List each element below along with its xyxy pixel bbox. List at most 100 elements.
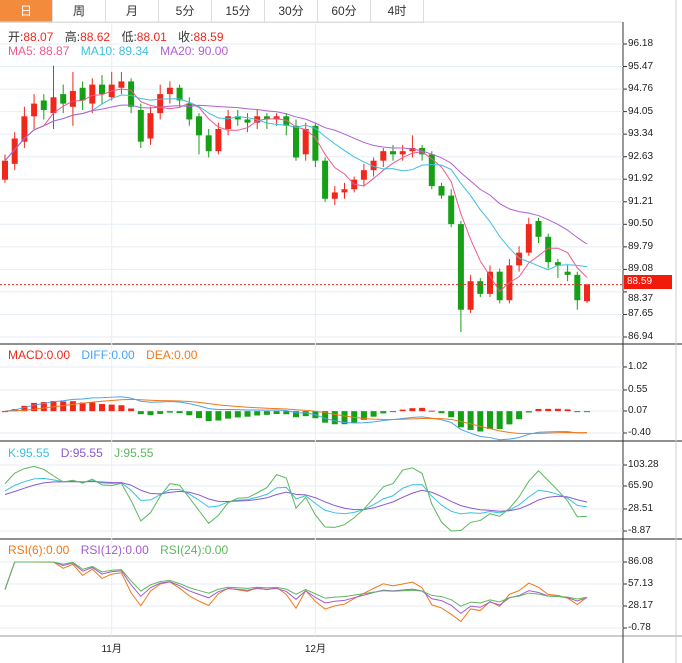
candle-up <box>11 138 18 164</box>
macd-bar <box>225 411 232 419</box>
candle-up <box>118 81 125 88</box>
macd-bar <box>467 411 474 430</box>
axis-tick: 1.02 <box>628 361 648 372</box>
candle-down <box>554 262 561 266</box>
tab-2[interactable]: 月 <box>106 0 159 22</box>
tab-1[interactable]: 周 <box>53 0 106 22</box>
candle-up <box>584 284 590 302</box>
dea-line <box>4 398 588 435</box>
candle-up <box>157 94 164 114</box>
rsi24-value: RSI(24):0.00 <box>160 543 229 557</box>
ma-legend: MA5: 88.87 MA10: 89.34 MA20: 90.00 <box>8 44 236 58</box>
tab-6[interactable]: 60分 <box>318 0 371 22</box>
candle-down <box>244 119 251 123</box>
candle-down <box>60 94 67 104</box>
macd-bar <box>545 408 552 412</box>
axis-tick: 95.47 <box>628 60 654 72</box>
axis-tick: 93.34 <box>628 128 654 140</box>
axis-tick: 90.50 <box>628 218 654 230</box>
candle-down <box>137 109 144 142</box>
macd-bar <box>360 411 367 420</box>
axis-tick: 57.13 <box>628 578 654 589</box>
candle-up <box>370 160 377 171</box>
macd-bar <box>341 411 348 425</box>
candle-up <box>409 148 416 152</box>
candle-down <box>312 125 319 161</box>
ohlc-legend: 开:88.07 高:88.62 低:88.01 收:88.59 <box>8 28 232 45</box>
candle-up <box>69 90 76 107</box>
macd-bar <box>487 411 493 430</box>
macd-bar <box>254 411 261 416</box>
candle-down <box>128 81 135 107</box>
low-value: 88.01 <box>136 30 167 44</box>
tab-4[interactable]: 15分 <box>212 0 265 22</box>
ma5-value: MA5: 88.87 <box>8 44 70 58</box>
candle-down <box>263 116 270 120</box>
open-value: 88.07 <box>23 30 54 44</box>
macd-bar <box>50 400 57 412</box>
candle-up <box>302 128 309 155</box>
candle-up <box>215 128 222 152</box>
macd-value: MACD:0.00 <box>8 348 71 362</box>
candle-up <box>50 97 57 114</box>
tab-0[interactable]: 日 <box>0 0 53 22</box>
candle-down <box>40 100 47 110</box>
candle-down <box>477 281 484 294</box>
axis-tick: 96.18 <box>628 38 654 49</box>
candle-up <box>467 281 474 310</box>
rsi24-line <box>4 561 588 607</box>
current-price-tag: 88.59 <box>624 275 672 289</box>
rsi-legend: RSI(6):0.00 RSI(12):0.00 RSI(24):0.00 <box>8 543 236 557</box>
macd-bar <box>234 411 241 418</box>
macd-bar <box>448 411 455 418</box>
d-value: D:95.55 <box>60 446 103 460</box>
macd-bar <box>496 411 503 429</box>
macd-bar <box>525 411 532 413</box>
axis-tick: 28.51 <box>628 503 654 514</box>
macd-bar <box>166 411 173 413</box>
macd-bar <box>176 411 183 414</box>
candle-up <box>31 103 38 117</box>
candle-up <box>399 151 406 155</box>
ma10-line <box>4 94 588 271</box>
diff-value: DIFF:0.00 <box>81 348 135 362</box>
macd-bar <box>584 411 590 413</box>
rsi6-line <box>4 561 588 623</box>
macd-bar <box>21 405 28 412</box>
macd-bar <box>351 411 358 423</box>
diff-line <box>4 396 588 441</box>
tab-7[interactable]: 4时 <box>371 0 424 22</box>
macd-bar <box>69 401 76 412</box>
open-label: 开: <box>8 30 24 44</box>
ma20-value: MA20: 90.00 <box>160 44 229 58</box>
candle-down <box>545 236 552 263</box>
macd-bar <box>99 404 105 412</box>
tab-3[interactable]: 5分 <box>159 0 212 22</box>
d-line <box>4 480 588 512</box>
macd-bar <box>409 408 416 412</box>
candle-down <box>390 151 396 155</box>
macd-legend: MACD:0.00 DIFF:0.00 DEA:0.00 <box>8 348 205 362</box>
macd-bar <box>263 411 270 415</box>
tab-5[interactable]: 30分 <box>265 0 318 22</box>
macd-bar <box>79 402 86 412</box>
close-value: 88.59 <box>193 30 224 44</box>
candle-down <box>293 125 299 158</box>
axis-tick: 28.17 <box>628 600 654 611</box>
candle-up <box>487 271 493 294</box>
macd-bar <box>108 404 115 412</box>
k-line <box>4 477 588 515</box>
macd-bar <box>399 409 406 412</box>
candle-down <box>176 87 183 101</box>
candle-down <box>428 154 435 187</box>
axis-tick: 89.79 <box>628 240 654 252</box>
macd-bar <box>273 411 280 414</box>
macd-bar <box>157 411 164 414</box>
macd-bar <box>506 411 513 425</box>
k-value: K:95.55 <box>8 446 50 460</box>
macd-bar <box>128 408 135 412</box>
axis-tick: 0.07 <box>628 405 648 416</box>
axis-tick: -0.78 <box>628 622 651 633</box>
axis-tick: 103.28 <box>628 459 659 470</box>
